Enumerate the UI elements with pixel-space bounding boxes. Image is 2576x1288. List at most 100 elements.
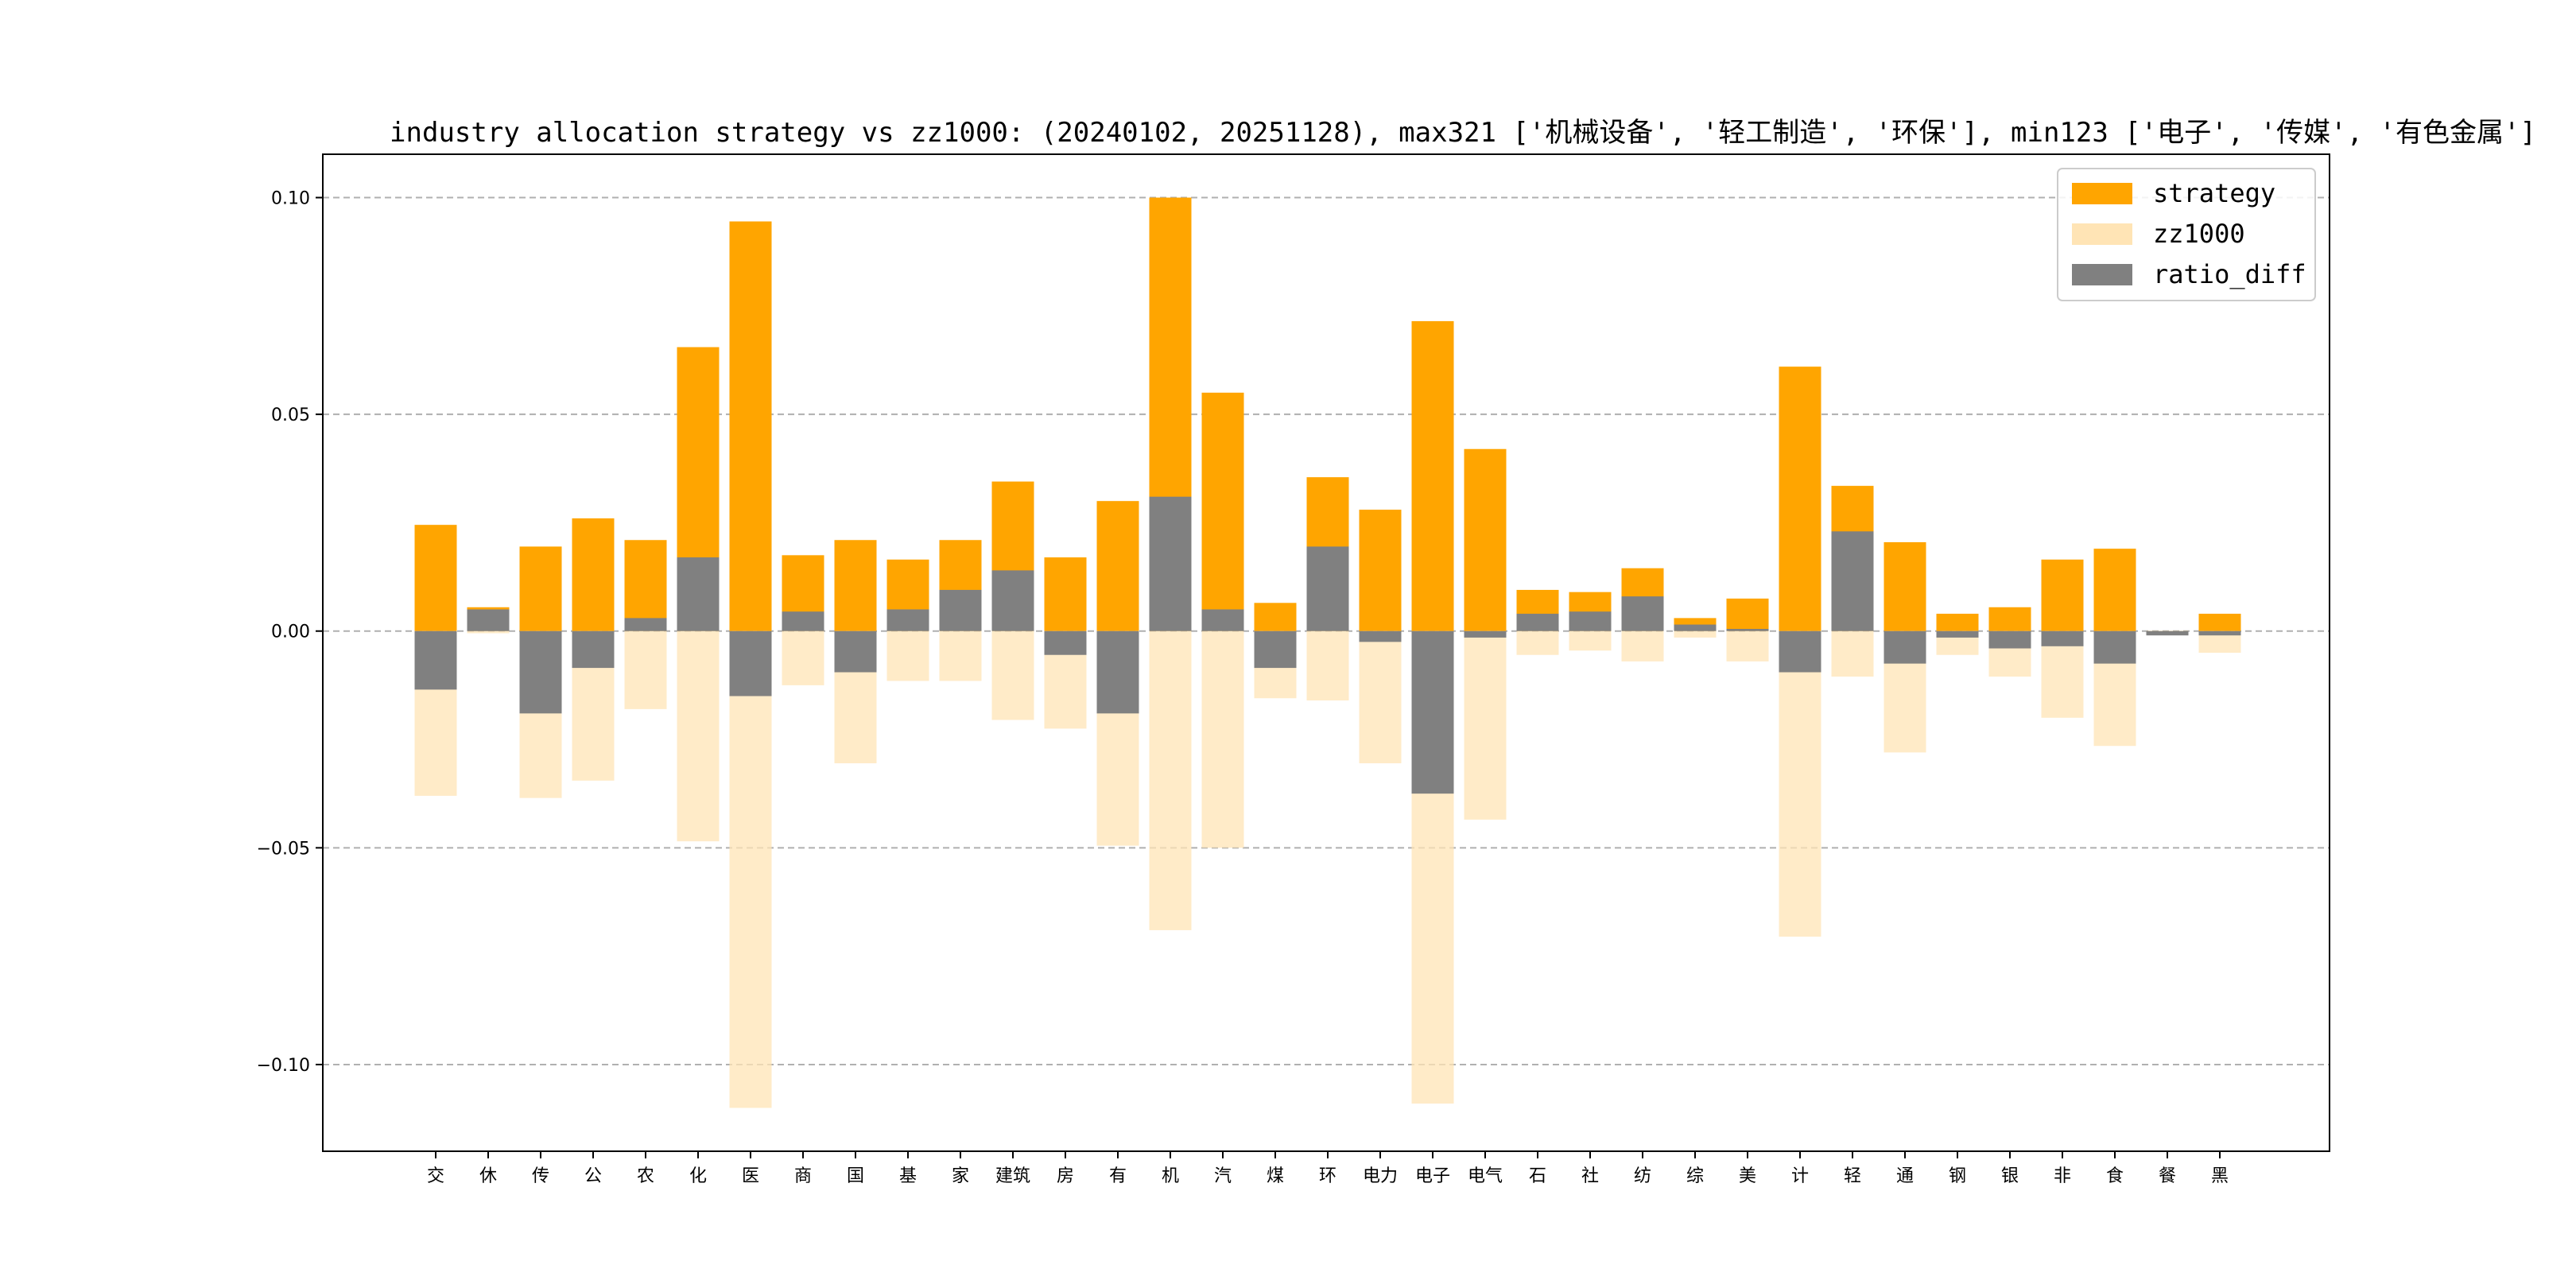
bar-strategy-0 bbox=[414, 525, 457, 631]
bar-strategy-16 bbox=[1254, 603, 1297, 631]
bar-strategy-3 bbox=[572, 518, 615, 631]
bar-zz1000-15 bbox=[1201, 630, 1244, 848]
bar-zz1000-5 bbox=[677, 630, 720, 842]
x-tick-label: 纺 bbox=[1634, 1166, 1651, 1186]
bar-ratio_diff-18 bbox=[1359, 630, 1402, 642]
bar-ratio_diff-13 bbox=[1096, 630, 1139, 714]
x-tick-label: 商 bbox=[794, 1166, 812, 1186]
bar-strategy-19 bbox=[1411, 320, 1454, 631]
bar-ratio_diff-10 bbox=[939, 589, 982, 631]
bar-ratio_diff-12 bbox=[1044, 630, 1087, 655]
bar-zz1000-27 bbox=[1831, 630, 1874, 677]
bar-strategy-30 bbox=[1988, 607, 2031, 631]
bar-zz1000-18 bbox=[1359, 630, 1402, 764]
bar-zz1000-10 bbox=[939, 630, 982, 681]
bar-zz1000-6 bbox=[729, 630, 772, 1108]
bar-ratio_diff-15 bbox=[1201, 609, 1244, 631]
bar-ratio_diff-19 bbox=[1411, 630, 1454, 794]
bar-ratio_diff-22 bbox=[1569, 611, 1612, 631]
bar-ratio_diff-3 bbox=[572, 630, 615, 669]
x-tick-label: 机 bbox=[1162, 1166, 1179, 1186]
legend-label-ratio_diff: ratio_diff bbox=[2153, 259, 2306, 289]
y-tick-label: −0.10 bbox=[257, 1056, 310, 1076]
legend-swatch-strategy bbox=[2072, 183, 2132, 204]
bar-zz1000-26 bbox=[1779, 630, 1821, 937]
x-tick-label: 餐 bbox=[2159, 1166, 2176, 1186]
x-tick-label: 国 bbox=[847, 1166, 864, 1186]
bar-zz1000-4 bbox=[624, 630, 667, 709]
bar-strategy-2 bbox=[519, 546, 562, 631]
x-tick-label: 交 bbox=[427, 1166, 444, 1186]
y-tick-label: 0.05 bbox=[271, 405, 310, 425]
legend-label-strategy: strategy bbox=[2153, 178, 2275, 208]
bar-strategy-15 bbox=[1201, 392, 1244, 631]
bar-zz1000-7 bbox=[782, 630, 824, 685]
x-tick-label: 电气 bbox=[1468, 1166, 1503, 1186]
x-tick-label: 银 bbox=[2001, 1166, 2019, 1186]
x-tick-label: 美 bbox=[1739, 1166, 1756, 1186]
bar-strategy-18 bbox=[1359, 510, 1402, 631]
bar-ratio_diff-30 bbox=[1988, 630, 2031, 649]
bar-ratio_diff-20 bbox=[1464, 630, 1507, 638]
x-tick-label: 家 bbox=[952, 1166, 969, 1186]
bar-strategy-25 bbox=[1726, 598, 1769, 631]
x-tick-label: 有 bbox=[1109, 1166, 1127, 1186]
x-tick-label: 汽 bbox=[1214, 1166, 1232, 1186]
x-tick-label: 基 bbox=[899, 1166, 917, 1186]
x-tick-label: 食 bbox=[2106, 1166, 2124, 1186]
x-tick-label: 电子 bbox=[1415, 1166, 1450, 1186]
bar-ratio_diff-4 bbox=[624, 618, 667, 631]
x-tick-label: 农 bbox=[637, 1166, 654, 1186]
bar-strategy-12 bbox=[1044, 557, 1087, 631]
bar-ratio_diff-25 bbox=[1726, 629, 1769, 631]
bar-zz1000-23 bbox=[1621, 630, 1664, 661]
bar-strategy-32 bbox=[2093, 549, 2136, 631]
bar-strategy-26 bbox=[1779, 367, 1821, 631]
bar-zz1000-14 bbox=[1149, 630, 1192, 930]
x-tick-label: 黑 bbox=[2211, 1166, 2229, 1186]
bar-strategy-28 bbox=[1884, 541, 1926, 631]
legend: strategy zz1000 ratio_diff bbox=[2057, 168, 2316, 301]
bar-ratio_diff-7 bbox=[782, 611, 824, 631]
bar-zz1000-1 bbox=[467, 630, 510, 634]
x-tick-label: 医 bbox=[742, 1166, 759, 1186]
bar-ratio_diff-9 bbox=[886, 609, 929, 631]
bar-zz1000-9 bbox=[886, 630, 929, 681]
bar-ratio_diff-14 bbox=[1149, 496, 1192, 631]
bar-ratio_diff-16 bbox=[1254, 630, 1297, 669]
x-tick-label: 电力 bbox=[1363, 1166, 1398, 1186]
bar-ratio_diff-32 bbox=[2093, 630, 2136, 664]
x-tick-label: 房 bbox=[1057, 1166, 1074, 1186]
bar-strategy-29 bbox=[1936, 613, 1979, 631]
x-tick-label: 石 bbox=[1529, 1166, 1546, 1186]
x-tick-label: 休 bbox=[479, 1166, 497, 1186]
x-tick-label: 计 bbox=[1791, 1166, 1809, 1186]
bar-ratio_diff-6 bbox=[729, 630, 772, 696]
bar-ratio_diff-24 bbox=[1674, 624, 1717, 631]
bar-zz1000-24 bbox=[1674, 630, 1717, 638]
bar-strategy-20 bbox=[1464, 448, 1507, 631]
bar-ratio_diff-17 bbox=[1306, 546, 1349, 631]
x-tick-label: 煤 bbox=[1267, 1166, 1284, 1186]
bar-ratio_diff-5 bbox=[677, 557, 720, 631]
bar-zz1000-20 bbox=[1464, 630, 1507, 820]
y-tick-label: 0.00 bbox=[271, 623, 310, 642]
bar-strategy-31 bbox=[2041, 559, 2084, 631]
x-tick-label: 公 bbox=[584, 1166, 602, 1186]
bar-strategy-34 bbox=[2198, 613, 2241, 631]
x-tick-label: 环 bbox=[1319, 1166, 1336, 1186]
bar-strategy-6 bbox=[729, 221, 772, 631]
legend-label-zz1000: zz1000 bbox=[2153, 219, 2245, 249]
bar-strategy-13 bbox=[1096, 501, 1139, 631]
chart-title: industry allocation strategy vs zz1000: … bbox=[390, 117, 2536, 149]
x-tick-label: 钢 bbox=[1949, 1166, 1966, 1186]
legend-swatch-ratio_diff bbox=[2072, 264, 2132, 285]
bar-ratio_diff-2 bbox=[519, 630, 562, 714]
plot-area: −0.10 −0.05 0.00 0.05 0.10 交 休 传 公 农 化 医 商 国 基 家 建筑 房 有 机 汽 煤… bbox=[257, 189, 2330, 1186]
bar-ratio_diff-34 bbox=[2198, 630, 2241, 636]
x-tick-label: 建筑 bbox=[995, 1166, 1030, 1186]
x-tick-label: 综 bbox=[1686, 1166, 1704, 1186]
bar-ratio_diff-21 bbox=[1516, 613, 1559, 631]
bar-ratio_diff-11 bbox=[991, 570, 1034, 631]
